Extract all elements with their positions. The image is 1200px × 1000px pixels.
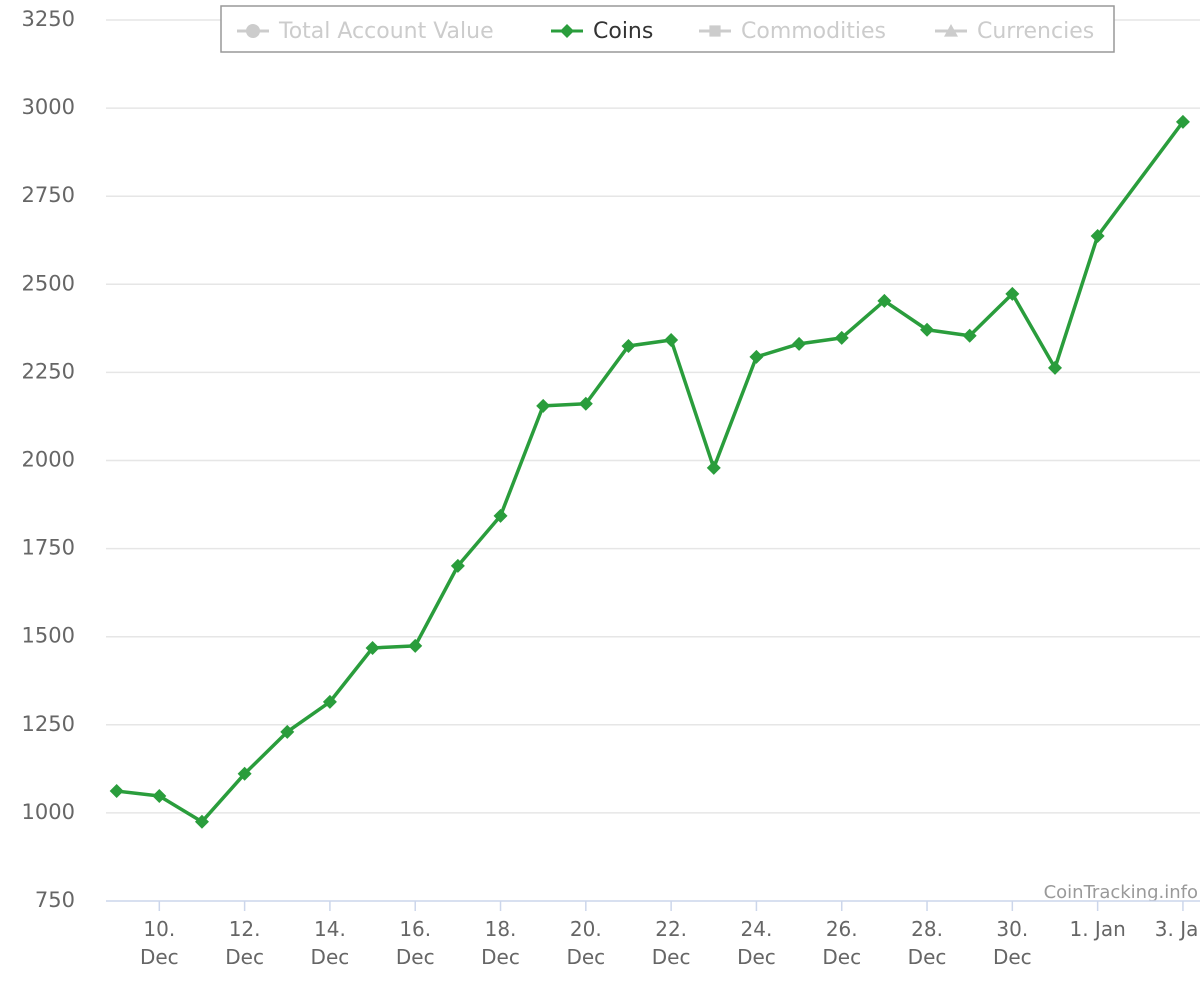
marker — [493, 508, 508, 523]
legend-item[interactable]: Total Account Value — [237, 19, 494, 44]
marker — [536, 398, 551, 413]
x-tick-label: 24. Dec — [737, 917, 776, 969]
legend-box — [220, 5, 1115, 53]
marker — [920, 322, 935, 337]
marker — [1090, 229, 1105, 244]
legend-label: Commodities — [741, 19, 886, 44]
x-tick-label: 28. Dec — [907, 917, 947, 969]
marker — [1175, 114, 1190, 129]
legend-item[interactable]: Currencies — [935, 19, 1094, 44]
series-line — [116, 120, 1185, 824]
marker — [109, 784, 124, 799]
marker — [578, 396, 593, 411]
y-tick-label: 750 — [35, 888, 75, 912]
x-tick-label: 16. Dec — [395, 917, 435, 969]
y-tick-label: 3250 — [22, 7, 75, 31]
y-tick-label: 2750 — [22, 183, 75, 207]
marker — [706, 460, 721, 475]
marker — [237, 766, 252, 781]
x-tick-label: 22. Dec — [651, 917, 691, 969]
marker — [621, 338, 636, 353]
x-tick-label: 1. Jan — [1069, 917, 1126, 941]
marker — [280, 724, 295, 739]
legend-item[interactable]: Commodities — [699, 19, 886, 44]
marker — [194, 814, 209, 829]
y-tick-label: 1500 — [22, 624, 75, 648]
y-tick-label: 2500 — [22, 271, 75, 295]
marker — [877, 293, 892, 308]
credits: CoinTracking.info — [1044, 882, 1198, 903]
y-tick-label: 1750 — [22, 536, 75, 560]
y-tick-label: 3000 — [22, 95, 75, 119]
y-tick-label: 2250 — [22, 359, 75, 383]
marker — [749, 349, 764, 364]
y-tick-label: 2000 — [22, 448, 75, 472]
marker — [962, 328, 977, 343]
marker — [834, 330, 849, 345]
x-tick-label: 3. Jan — [1154, 917, 1200, 941]
marker — [152, 788, 167, 803]
marker — [408, 638, 423, 653]
marker — [365, 640, 380, 655]
marker — [944, 24, 958, 37]
marker — [560, 24, 574, 38]
x-tick-label: 30. Dec — [992, 917, 1032, 969]
x-tick-label: 14. Dec — [310, 917, 350, 969]
x-tick-label: 10. Dec — [139, 917, 179, 969]
marker — [792, 336, 807, 351]
y-tick-label: 1250 — [22, 712, 75, 736]
y-tick-label: 1000 — [22, 800, 75, 824]
marker — [450, 558, 465, 573]
marker — [246, 24, 260, 38]
x-tick-label: 26. Dec — [822, 917, 862, 969]
legend-item[interactable]: Coins — [551, 19, 653, 44]
marker — [1005, 286, 1020, 301]
legend-label: Coins — [593, 19, 653, 44]
marker — [664, 332, 679, 347]
legend-label: Currencies — [977, 19, 1094, 44]
legend-label: Total Account Value — [278, 19, 494, 44]
x-tick-label: 12. Dec — [225, 917, 264, 969]
marker — [322, 694, 337, 709]
x-tick-label: 20. Dec — [566, 917, 606, 969]
marker — [1047, 360, 1062, 375]
marker — [709, 25, 721, 37]
x-tick-label: 18. Dec — [481, 917, 520, 969]
